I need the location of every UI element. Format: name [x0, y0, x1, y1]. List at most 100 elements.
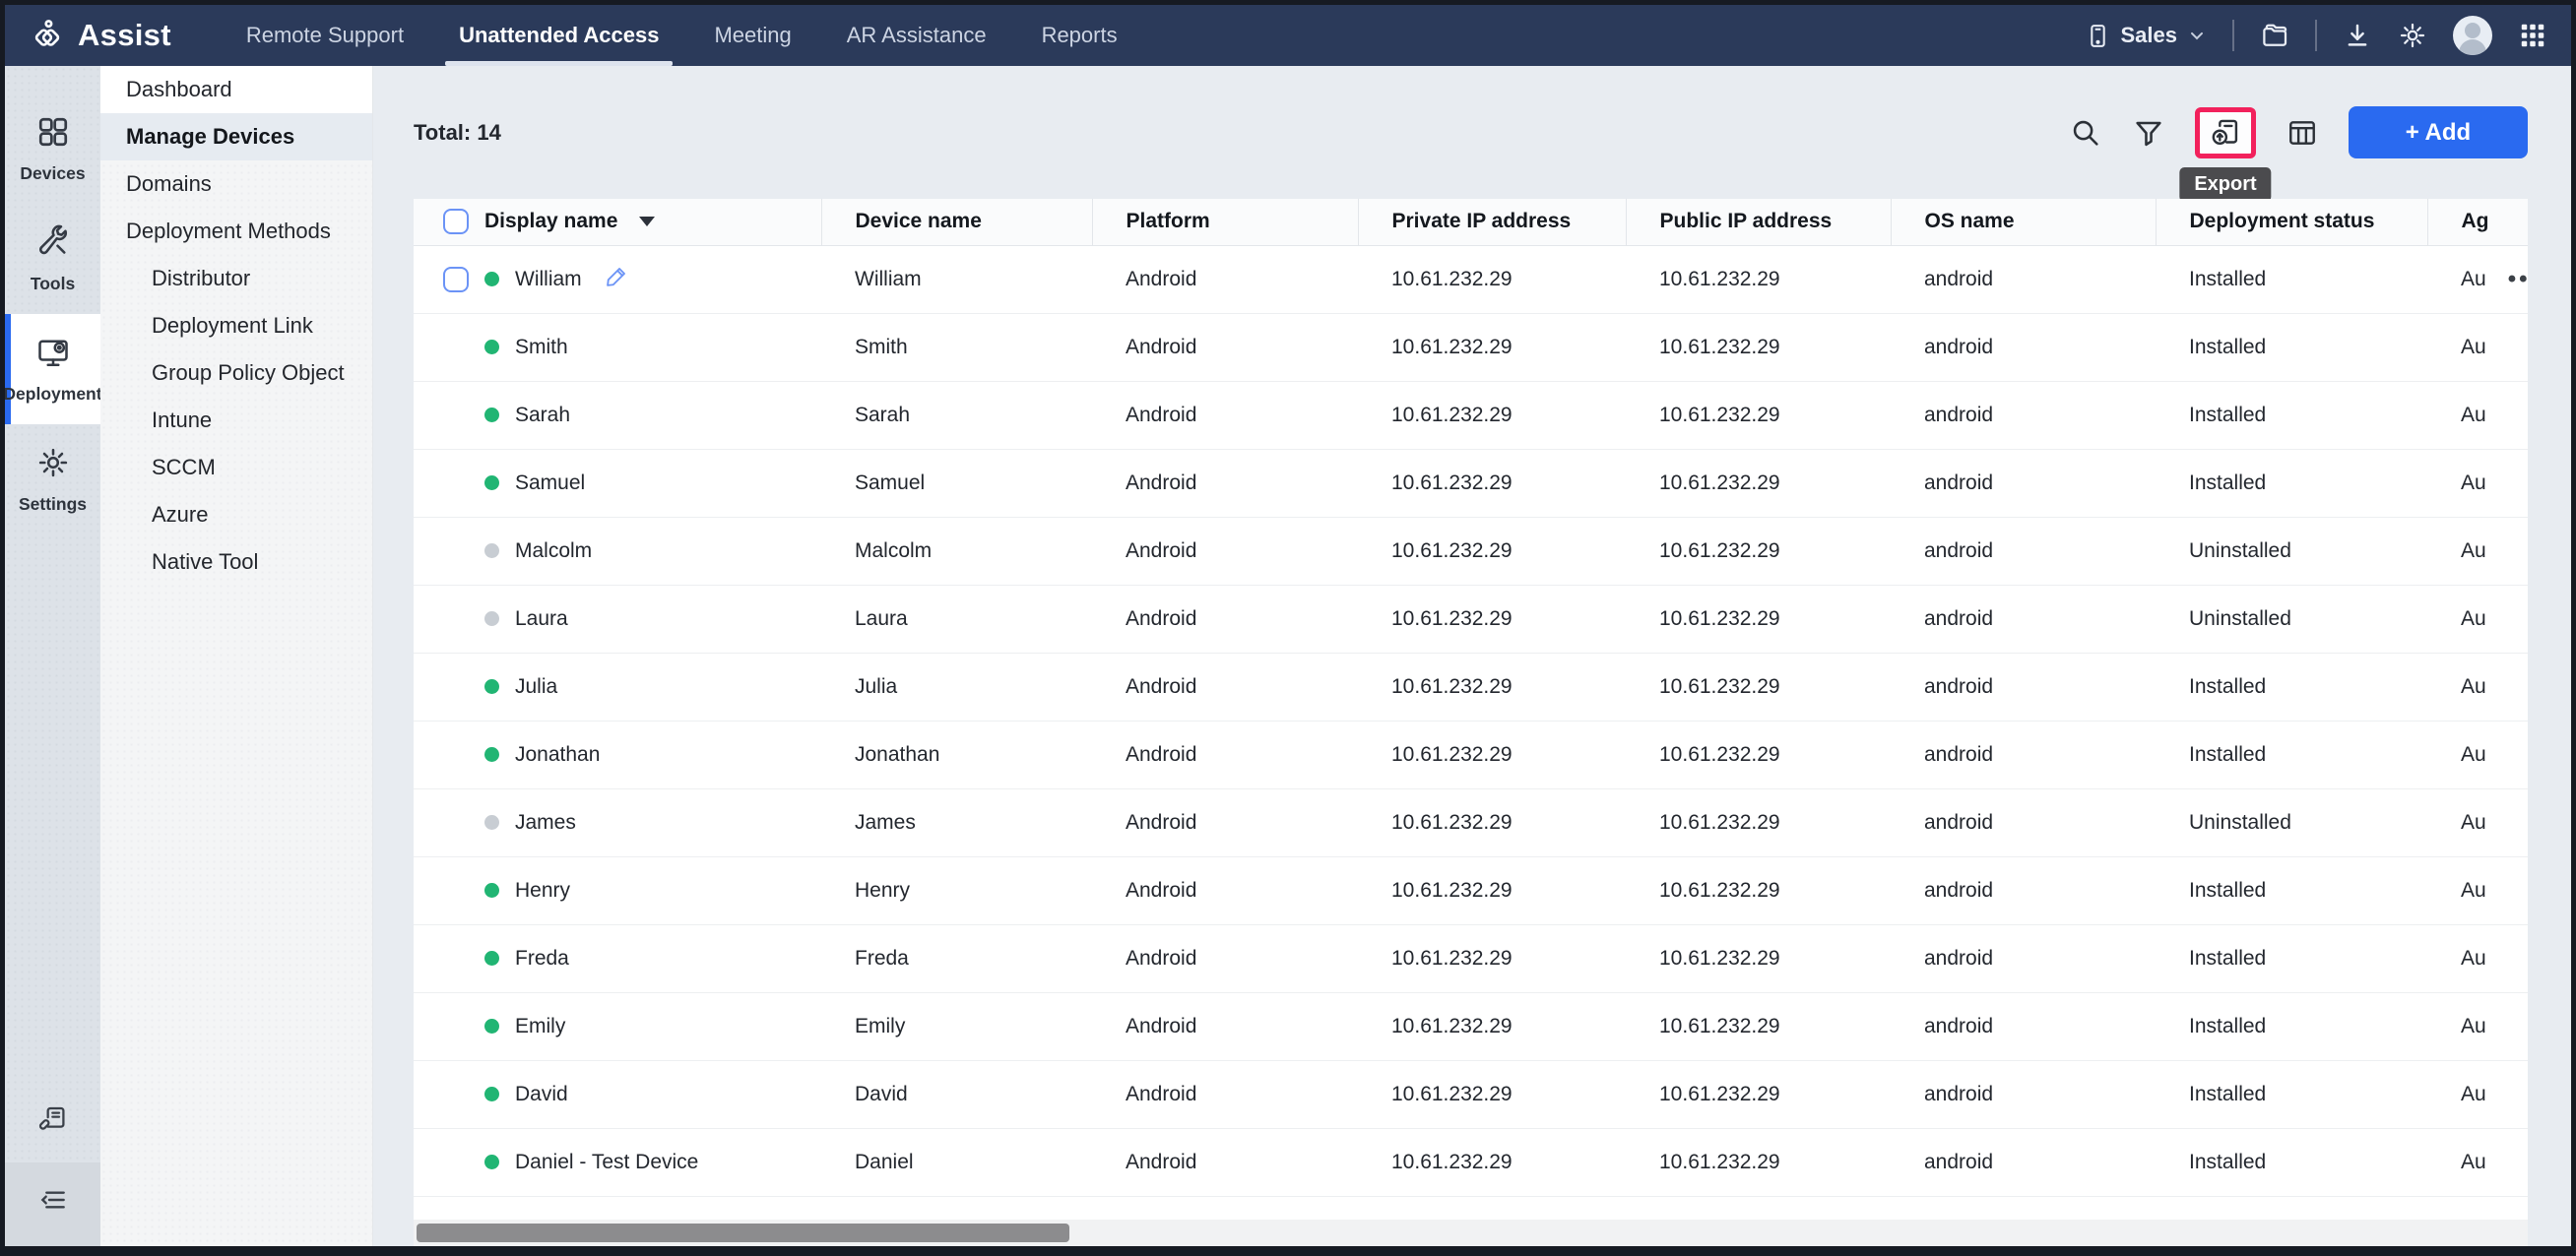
export-tooltip: Export	[2179, 166, 2272, 202]
topbar-tab[interactable]: Reports	[1014, 5, 1145, 66]
download-icon[interactable]	[2343, 21, 2372, 50]
agent-version: Au	[2461, 1014, 2486, 1037]
menu-item-group-policy-object[interactable]: Group Policy Object	[100, 349, 372, 397]
settings-icon	[35, 445, 71, 485]
platform: Android	[1126, 538, 1197, 562]
column-header-deployment-status[interactable]: Deployment status	[2155, 199, 2427, 246]
column-header-label: Ag	[2461, 210, 2489, 233]
table-row[interactable]: Sarah Sarah Android 10.61.232.29 10.61.232.2…	[414, 381, 2528, 450]
manage-columns-button[interactable]	[2286, 116, 2319, 150]
menu-item-sccm[interactable]: SCCM	[100, 444, 372, 491]
menu-item-deployment-methods[interactable]: Deployment Methods	[100, 208, 372, 255]
menu-item-domains[interactable]: Domains	[100, 160, 372, 208]
horizontal-scrollbar-thumb[interactable]	[417, 1224, 1069, 1242]
status-dot-online	[484, 340, 499, 354]
os-name: android	[1924, 742, 1994, 766]
horizontal-scrollbar	[414, 1220, 2528, 1246]
table-row[interactable]: David David Android 10.61.232.29 10.61.232.2…	[414, 1060, 2528, 1129]
add-button[interactable]: + Add	[2349, 106, 2528, 158]
topbar-tabs: Remote Support Unattended Access Meeting AR…	[219, 5, 1145, 66]
public-ip: 10.61.232.29	[1659, 1014, 1780, 1037]
filter-button[interactable]	[2132, 116, 2165, 150]
table-row[interactable]: Jonathan Jonathan Android 10.61.232.29 10.61…	[414, 721, 2528, 789]
platform: Android	[1126, 267, 1197, 290]
topbar-tab[interactable]: AR Assistance	[819, 5, 1014, 66]
menu-item-native-tool[interactable]: Native Tool	[100, 538, 372, 586]
menu-item-azure[interactable]: Azure	[100, 491, 372, 538]
menu-item-label: Native Tool	[152, 549, 259, 574]
platform: Android	[1126, 606, 1197, 630]
column-header-public-ip-address[interactable]: Public IP address	[1625, 199, 1891, 246]
active-tab-underline	[445, 61, 674, 66]
status-dot-online	[484, 1019, 499, 1034]
device-name: Smith	[855, 335, 908, 358]
display-name: Sarah	[515, 403, 571, 426]
agent-version: Au	[2461, 335, 2486, 358]
menu-item-deployment-link[interactable]: Deployment Link	[100, 302, 372, 349]
table-row[interactable]: Smith Smith Android 10.61.232.29 10.61.232.2…	[414, 313, 2528, 382]
os-name: android	[1924, 267, 1994, 290]
deployment-icon	[35, 335, 71, 375]
status-dot-offline	[484, 815, 499, 830]
assist-logo-icon	[34, 20, 60, 46]
topbar-tab[interactable]: Meeting	[686, 5, 818, 66]
column-header-device-name[interactable]: Device name	[820, 199, 1092, 246]
search-button[interactable]	[2069, 116, 2102, 150]
table-row[interactable]: Malcolm Malcolm Android 10.61.232.29 10.61.2…	[414, 517, 2528, 586]
topbar-tab[interactable]: Unattended Access	[431, 5, 686, 66]
topbar-tab[interactable]: Remote Support	[219, 5, 431, 66]
agent-version: Au	[2461, 674, 2486, 698]
agent-version: Au	[2461, 1082, 2486, 1105]
rail-item-devices[interactable]: Devices	[5, 94, 100, 204]
table-row[interactable]: William William Android 10.61.232.29 10.61.2…	[414, 245, 2528, 314]
menu-item-dashboard[interactable]: Dashboard	[100, 66, 372, 113]
apps-grid-icon[interactable]	[2518, 21, 2547, 50]
table-row[interactable]: Laura Laura Android 10.61.232.29 10.61.232.2…	[414, 585, 2528, 654]
content-area: Total: 14	[373, 66, 2571, 1246]
export-button[interactable]: Export	[2179, 106, 2272, 202]
menu-item-distributor[interactable]: Distributor	[100, 255, 372, 302]
platform: Android	[1126, 674, 1197, 698]
agent-version: Au	[2461, 267, 2486, 290]
agent-version: Au	[2461, 538, 2486, 562]
device-name: James	[855, 810, 916, 834]
status-dot-offline	[484, 543, 499, 558]
table-row[interactable]: James James Android 10.61.232.29 10.61.232.2…	[414, 788, 2528, 857]
release-notes-button[interactable]	[37, 1079, 69, 1162]
table-row[interactable]: Henry Henry Android 10.61.232.29 10.61.232.2…	[414, 856, 2528, 925]
menu-item-label: Domains	[126, 171, 212, 196]
search-icon	[2073, 120, 2098, 146]
sort-caret-icon[interactable]	[639, 217, 656, 227]
table-row[interactable]: Samuel Samuel Android 10.61.232.29 10.61.232…	[414, 449, 2528, 518]
table-row[interactable]: Julia Julia Android 10.61.232.29 10.61.232.2…	[414, 653, 2528, 722]
table-row[interactable]: Daniel - Test Device Daniel Android 10.61.2…	[414, 1128, 2528, 1197]
menu-item-label: Dashboard	[126, 77, 232, 101]
column-header-ag[interactable]: Ag	[2426, 199, 2528, 246]
edit-pencil-icon[interactable]	[598, 264, 629, 295]
public-ip: 10.61.232.29	[1659, 538, 1780, 562]
row-checkbox[interactable]	[443, 266, 469, 292]
column-header-label: Platform	[1126, 210, 1210, 233]
rail-item-settings[interactable]: Settings	[5, 424, 100, 534]
column-header-private-ip-address[interactable]: Private IP address	[1357, 199, 1626, 246]
status-dot-online	[484, 883, 499, 898]
column-header-os-name[interactable]: OS name	[1890, 199, 2156, 246]
private-ip: 10.61.232.29	[1391, 810, 1513, 834]
folder-icon[interactable]	[2260, 21, 2289, 50]
rail-item-tools[interactable]: Tools	[5, 204, 100, 314]
portal-selector[interactable]: Sales	[2085, 23, 2208, 49]
deployment-status: Installed	[2189, 742, 2267, 766]
row-more-actions-icon[interactable]: •••	[2507, 265, 2528, 292]
gear-icon[interactable]	[2398, 21, 2427, 50]
rail-item-deployment[interactable]: Deployment	[5, 314, 102, 424]
table-row[interactable]: Freda Freda Android 10.61.232.29 10.61.232.2…	[414, 924, 2528, 993]
avatar[interactable]	[2453, 16, 2492, 55]
menu-item-intune[interactable]: Intune	[100, 397, 372, 444]
select-all-checkbox[interactable]	[443, 209, 469, 235]
private-ip: 10.61.232.29	[1391, 1082, 1513, 1105]
collapse-sidebar-button[interactable]	[5, 1162, 100, 1246]
table-row[interactable]: Emily Emily Android 10.61.232.29 10.61.232.2…	[414, 992, 2528, 1061]
column-header-display-name[interactable]: Display name	[414, 199, 821, 246]
column-header-platform[interactable]: Platform	[1091, 199, 1358, 246]
menu-item-manage-devices[interactable]: Manage Devices	[100, 113, 372, 160]
